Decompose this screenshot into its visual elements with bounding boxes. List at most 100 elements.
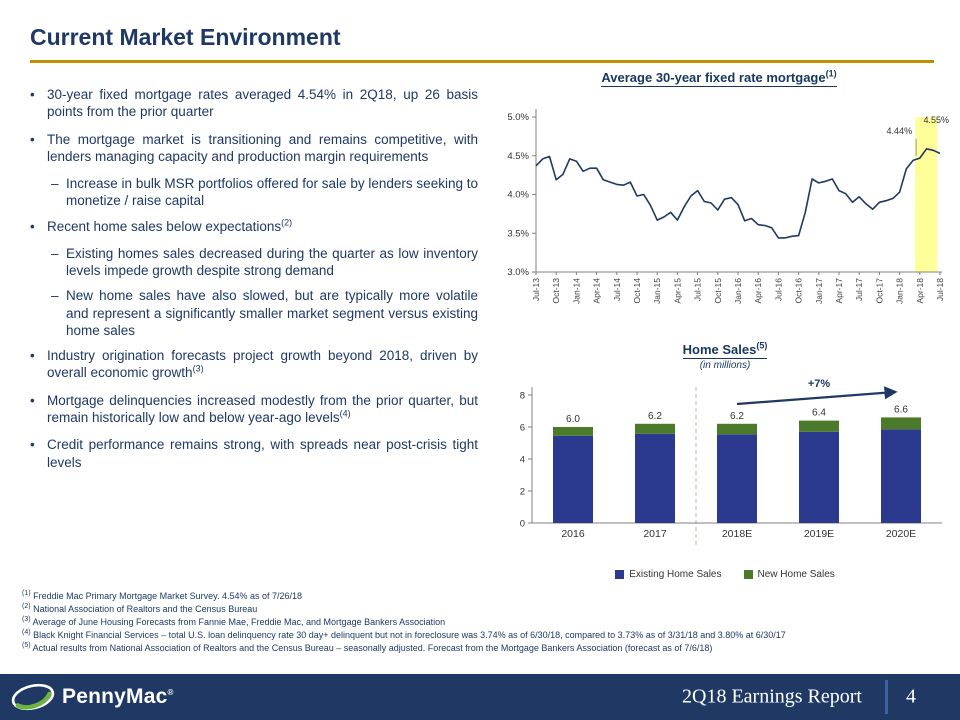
- svg-text:Jan-15: Jan-15: [652, 278, 662, 304]
- bullet-text: Existing homes sales decreased during th…: [66, 245, 478, 279]
- new-home-sales-bar: [799, 420, 839, 432]
- bar-total-label: 6.2: [648, 411, 662, 422]
- rate-chart-title-sup: (1): [825, 68, 837, 79]
- axes: [535, 109, 942, 273]
- y-axis-labels: 0 2 4 6 8: [520, 391, 532, 530]
- bullet-item: • Industry origination forecasts project …: [30, 347, 478, 382]
- footnote-marker: (1): [22, 590, 31, 597]
- home-sales-title-sup: (5): [756, 340, 768, 351]
- svg-text:Jan-14: Jan-14: [571, 278, 581, 304]
- svg-text:8: 8: [520, 391, 525, 402]
- annotation-444: 4.44%: [887, 126, 913, 136]
- svg-text:Jul-14: Jul-14: [612, 278, 622, 301]
- footer-bar: PennyMac® 2Q18 Earnings Report 4: [0, 674, 960, 720]
- bullet-marker: •: [30, 392, 35, 408]
- new-home-sales-bar: [881, 417, 921, 430]
- footnote-ref: (3): [192, 363, 204, 374]
- bullet-text: New home sales have also slowed, but are…: [66, 288, 478, 338]
- svg-text:3.5%: 3.5%: [507, 228, 529, 239]
- title-accent-rule: [30, 60, 934, 63]
- svg-text:Jul-13: Jul-13: [531, 278, 541, 301]
- existing-home-sales-bar: [717, 434, 757, 523]
- footnote-text: Actual results from National Association…: [32, 643, 713, 654]
- svg-text:Oct-17: Oct-17: [874, 278, 884, 304]
- footnote-item: (1) Freddie Mac Primary Mortgage Market …: [22, 590, 950, 603]
- footnote-ref: (2): [281, 217, 293, 228]
- svg-text:Jul-18: Jul-18: [935, 278, 945, 301]
- bullet-item: • Recent home sales below expectations(2): [30, 218, 478, 235]
- bullet-marker: •: [30, 218, 35, 234]
- bullet-text: 30-year fixed mortgage rates averaged 4.…: [47, 87, 478, 120]
- svg-text:Apr-18: Apr-18: [915, 278, 925, 304]
- registered-mark: ®: [167, 688, 174, 697]
- bullet-text: Increase in bulk MSR portfolios offered …: [66, 176, 478, 209]
- legend-label: Existing Home Sales: [629, 569, 722, 580]
- home-sales-subtitle: (in millions): [699, 360, 751, 371]
- existing-home-sales-swatch: [615, 570, 625, 579]
- svg-text:Jan-17: Jan-17: [814, 278, 824, 304]
- svg-text:4.5%: 4.5%: [507, 151, 529, 162]
- bullet-marker: –: [51, 288, 59, 304]
- svg-text:Apr-16: Apr-16: [753, 278, 763, 304]
- bullet-marker: •: [30, 437, 35, 453]
- home-sales-title-text: Home Sales: [682, 342, 757, 357]
- category-label: 2016: [561, 528, 585, 540]
- bullet-text: The mortgage market is transitioning and…: [47, 131, 478, 164]
- footnote-ref: (4): [339, 408, 351, 419]
- footnote-text: Average of June Housing Forecasts from F…: [32, 617, 446, 628]
- legend-item-existing: Existing Home Sales: [615, 569, 722, 580]
- footnote-item: (2) National Association of Realtors and…: [22, 603, 950, 616]
- page-title: Current Market Environment: [30, 24, 341, 50]
- svg-text:0: 0: [520, 519, 525, 530]
- bullet-text: Industry origination forecasts project g…: [47, 348, 478, 381]
- page-number: 4: [906, 685, 916, 708]
- category-label: 2018E: [722, 528, 752, 540]
- bullet-item: – Increase in bulk MSR portfolios offered…: [51, 175, 478, 210]
- new-home-sales-bar: [553, 427, 593, 436]
- bar-total-label: 6.0: [566, 414, 580, 425]
- bullet-marker: •: [30, 87, 35, 102]
- svg-text:5.0%: 5.0%: [507, 112, 529, 123]
- svg-text:4.0%: 4.0%: [507, 190, 529, 201]
- mortgage-rate-line: [535, 147, 941, 239]
- bullet-item: – Existing homes sales decreased during t…: [51, 245, 478, 280]
- rate-chart-title-text: Average 30-year fixed rate mortgage: [601, 70, 826, 85]
- home-sales-title: Home Sales(5): [500, 340, 950, 359]
- svg-text:Jul-15: Jul-15: [693, 278, 703, 301]
- rate-annotations: 4.44% 4.55%: [887, 115, 949, 156]
- category-label: 2020E: [886, 528, 916, 540]
- bullet-marker: •: [30, 348, 35, 364]
- existing-home-sales-bar: [881, 429, 921, 523]
- svg-text:3.0%: 3.0%: [507, 267, 529, 278]
- new-home-sales-swatch: [743, 570, 753, 579]
- svg-text:Apr-17: Apr-17: [834, 278, 844, 304]
- footnote-item: (4) Black Knight Financial Services – to…: [22, 629, 950, 642]
- highlight-band-2q18: [915, 117, 938, 272]
- y-axis-labels: 3.0% 3.5% 4.0% 4.5% 5.0%: [507, 112, 536, 278]
- report-title: 2Q18 Earnings Report: [682, 685, 862, 708]
- bullet-item: • Mortgage delinquencies increased modest…: [30, 392, 478, 427]
- category-label: 2019E: [804, 528, 834, 540]
- rate-chart: Average 30-year fixed rate mortgage(1) 3…: [488, 68, 950, 327]
- svg-text:Jan-18: Jan-18: [895, 278, 905, 304]
- svg-text:6: 6: [520, 423, 525, 434]
- bar-total-label: 6.2: [730, 411, 744, 422]
- bullet-item: – New home sales have also slowed, but ar…: [51, 287, 478, 339]
- footer-separator: [885, 680, 888, 714]
- svg-text:Jul-16: Jul-16: [773, 278, 783, 301]
- x-axis-labels: Jul-13 Oct-13 Jan-14 Apr-14 Jul-14 Oct-14 Jan-…: [531, 272, 945, 304]
- annotation-455: 4.55%: [923, 115, 949, 125]
- bullet-text: Mortgage delinquencies increased modestl…: [47, 392, 478, 425]
- footnote-item: (5) Actual results from National Associa…: [22, 642, 950, 655]
- growth-label: +7%: [808, 378, 831, 390]
- footnote-marker: (2): [22, 603, 31, 611]
- rate-chart-title: Average 30-year fixed rate mortgage(1): [488, 68, 950, 87]
- home-sales-legend: Existing Home Sales New Home Sales: [500, 569, 950, 580]
- pennymac-logo: PennyMac®: [10, 681, 174, 713]
- footnote-marker: (4): [22, 629, 31, 637]
- footnote-text: Black Knight Financial Services – total …: [33, 630, 786, 641]
- bullet-text: Credit performance remains strong, with …: [47, 437, 478, 470]
- home-sales-chart: Home Sales(5) (in millions) 0 2 4 6 8 6.0 2016…: [500, 340, 950, 580]
- bullet-item: • The mortgage market is transitioning an…: [30, 131, 478, 166]
- bullet-text: Recent home sales below expectations: [47, 218, 282, 234]
